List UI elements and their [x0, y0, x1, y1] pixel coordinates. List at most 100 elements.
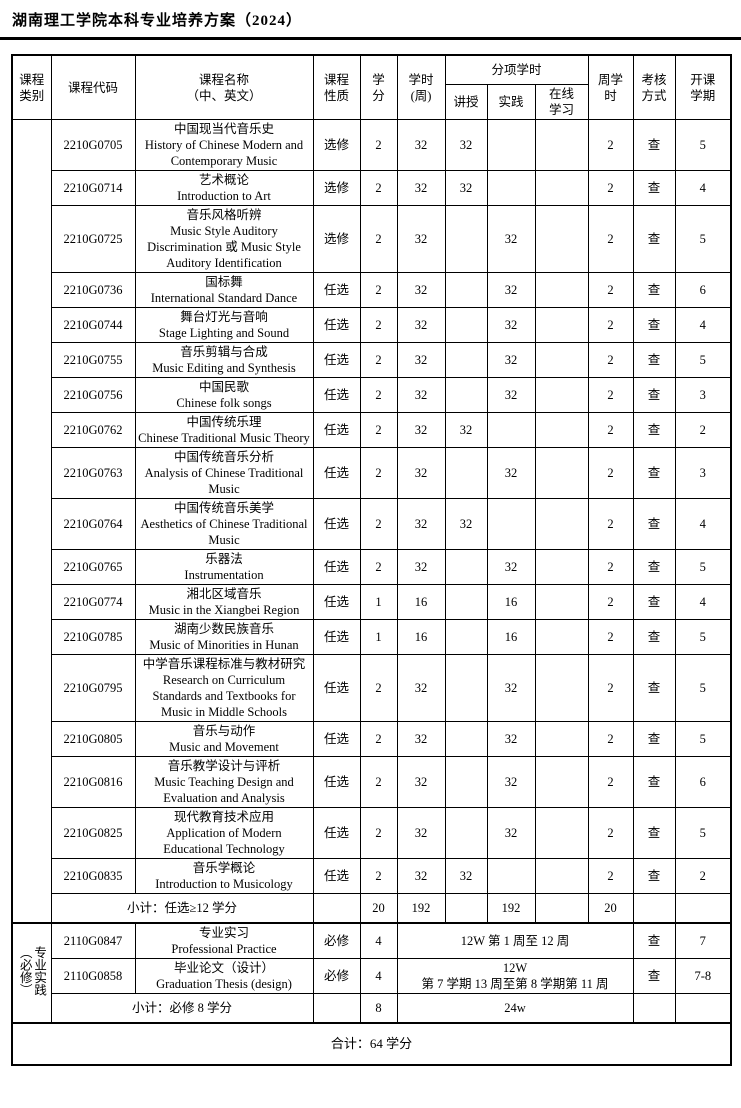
- course-code-cell: 2210G0816: [50, 756, 136, 808]
- course-row: 2210G0764 中国传统音乐美学 Aesthetics of Chinese T…: [12, 498, 732, 550]
- total-section: 合计：64 学分: [11, 1022, 732, 1066]
- course-weekly-cell: 2: [587, 447, 634, 499]
- course-name-zh: 现代教育技术应用: [173, 810, 274, 824]
- course-credits-cell: 2: [359, 272, 398, 308]
- course-hours-cell: 32: [396, 721, 446, 757]
- course-practice-cell: 32: [486, 549, 536, 585]
- course-hours-cell: 32: [396, 654, 446, 722]
- course-online-cell: [534, 619, 589, 655]
- course-online-cell: [534, 307, 589, 343]
- course-practice-cell: 16: [486, 619, 536, 655]
- course-row: 2210G0756 中国民歌 Chinese folk songs 任选 2 32 32 2 查…: [12, 377, 732, 413]
- course-credits-cell: 2: [359, 205, 398, 273]
- course-code-cell: 2110G0847: [50, 922, 136, 959]
- subtotal-term-cell: [674, 893, 732, 924]
- col-term: 开课 学期: [674, 54, 732, 120]
- course-term-cell: 4: [674, 170, 732, 206]
- course-assessment-cell: 查: [632, 412, 676, 448]
- subtotal-assessment-cell: [632, 893, 676, 924]
- course-row: 2210G0816 音乐教学设计与评析 Music Teaching Design …: [12, 756, 732, 808]
- course-nature-cell: 任选: [312, 549, 361, 585]
- course-name-zh: 中国传统乐理: [186, 415, 262, 429]
- course-weekly-cell: 2: [587, 619, 634, 655]
- course-name-cell: 毕业论文（设计） Graduation Thesis (design): [134, 958, 314, 994]
- course-term-cell: 7: [674, 922, 732, 959]
- course-name-zh: 湘北区域音乐: [186, 587, 262, 601]
- course-term-cell: 5: [674, 619, 732, 655]
- course-lecture-cell: [444, 549, 488, 585]
- course-nature-cell: 选修: [312, 205, 361, 273]
- course-name-zh: 毕业论文（设计）: [173, 961, 274, 975]
- course-name-en: International Standard Dance: [150, 291, 298, 305]
- course-assessment-cell: 查: [632, 272, 676, 308]
- course-name-en: Analysis of Chinese Traditional Music: [144, 466, 304, 496]
- col-nature: 课程 性质: [312, 54, 361, 120]
- course-code-cell: 2210G0755: [50, 342, 136, 378]
- course-term-cell: 6: [674, 272, 732, 308]
- course-practice-cell: 32: [486, 342, 536, 378]
- course-row: 2210G0714 艺术概论 Introduction to Art 选修 2 32 32 2…: [12, 170, 732, 206]
- course-credits-cell: 2: [359, 307, 398, 343]
- course-name-zh: 中国传统音乐分析: [173, 450, 274, 464]
- course-assessment-cell: 查: [632, 584, 676, 620]
- course-name-zh: 中国现当代音乐史: [173, 122, 274, 136]
- course-hours-cell: 32: [396, 807, 446, 859]
- course-online-cell: [534, 205, 589, 273]
- course-name-cell: 音乐教学设计与评析 Music Teaching Design and Evalu…: [134, 756, 314, 808]
- course-nature-cell: 任选: [312, 307, 361, 343]
- course-practice-cell: 16: [486, 584, 536, 620]
- subtotal-lecture-cell: [444, 893, 488, 924]
- course-name-zh: 音乐教学设计与评析: [167, 759, 281, 773]
- course-assessment-cell: 查: [632, 654, 676, 722]
- course-weekly-cell: 2: [587, 721, 634, 757]
- course-practice-cell: 32: [486, 205, 536, 273]
- course-hours-cell: 32: [396, 412, 446, 448]
- course-assessment-cell: 查: [632, 498, 676, 550]
- course-credits-cell: 2: [359, 549, 398, 585]
- course-name-cell: 湘北区域音乐 Music in the Xiangbei Region: [134, 584, 314, 620]
- course-weekly-cell: 2: [587, 584, 634, 620]
- course-weekly-cell: 2: [587, 654, 634, 722]
- elective-section: 2210G0705 中国现当代音乐史 History of Chinese Mode…: [11, 119, 732, 924]
- course-online-cell: [534, 654, 589, 722]
- course-practice-cell: 32: [486, 307, 536, 343]
- subtotal-practice-cell: 192: [486, 893, 536, 924]
- course-lecture-cell: 32: [444, 498, 488, 550]
- course-practice-cell: [486, 498, 536, 550]
- col-code: 课程代码: [50, 54, 136, 120]
- course-schedule-cell: 12W 第 1 周至 12 周: [396, 922, 634, 959]
- course-code-cell: 2210G0736: [50, 272, 136, 308]
- course-nature-cell: 任选: [312, 807, 361, 859]
- course-name-en: Aesthetics of Chinese Traditional Music: [140, 517, 308, 547]
- course-row: 2210G0835 音乐学概论 Introduction to Musicology…: [12, 858, 732, 894]
- course-practice-cell: 32: [486, 721, 536, 757]
- course-name-en: Chinese Traditional Music Theory: [138, 431, 310, 445]
- category-cell-empty: [11, 119, 52, 924]
- course-nature-cell: 选修: [312, 119, 361, 171]
- course-practice-cell: [486, 412, 536, 448]
- course-name-cell: 专业实习 Professional Practice: [134, 922, 314, 959]
- course-credits-cell: 2: [359, 721, 398, 757]
- subtotal-nature-cell: [312, 993, 361, 1024]
- course-name-cell: 舞台灯光与音响 Stage Lighting and Sound: [134, 307, 314, 343]
- course-nature-cell: 选修: [312, 170, 361, 206]
- course-lecture-cell: [444, 807, 488, 859]
- course-assessment-cell: 查: [632, 721, 676, 757]
- course-credits-cell: 2: [359, 342, 398, 378]
- course-name-en: Instrumentation: [184, 568, 264, 582]
- course-assessment-cell: 查: [632, 807, 676, 859]
- course-name-cell: 音乐剪辑与合成 Music Editing and Synthesis: [134, 342, 314, 378]
- course-name-en: Professional Practice: [171, 942, 277, 956]
- course-term-cell: 5: [674, 342, 732, 378]
- course-online-cell: [534, 721, 589, 757]
- course-term-cell: 5: [674, 119, 732, 171]
- course-term-cell: 4: [674, 584, 732, 620]
- course-name-en: Graduation Thesis (design): [156, 977, 292, 991]
- course-code-cell: 2210G0725: [50, 205, 136, 273]
- course-name-en: Music of Minorities in Hunan: [149, 638, 299, 652]
- course-practice-cell: 32: [486, 272, 536, 308]
- course-term-cell: 3: [674, 377, 732, 413]
- course-hours-cell: 32: [396, 342, 446, 378]
- course-code-cell: 2210G0763: [50, 447, 136, 499]
